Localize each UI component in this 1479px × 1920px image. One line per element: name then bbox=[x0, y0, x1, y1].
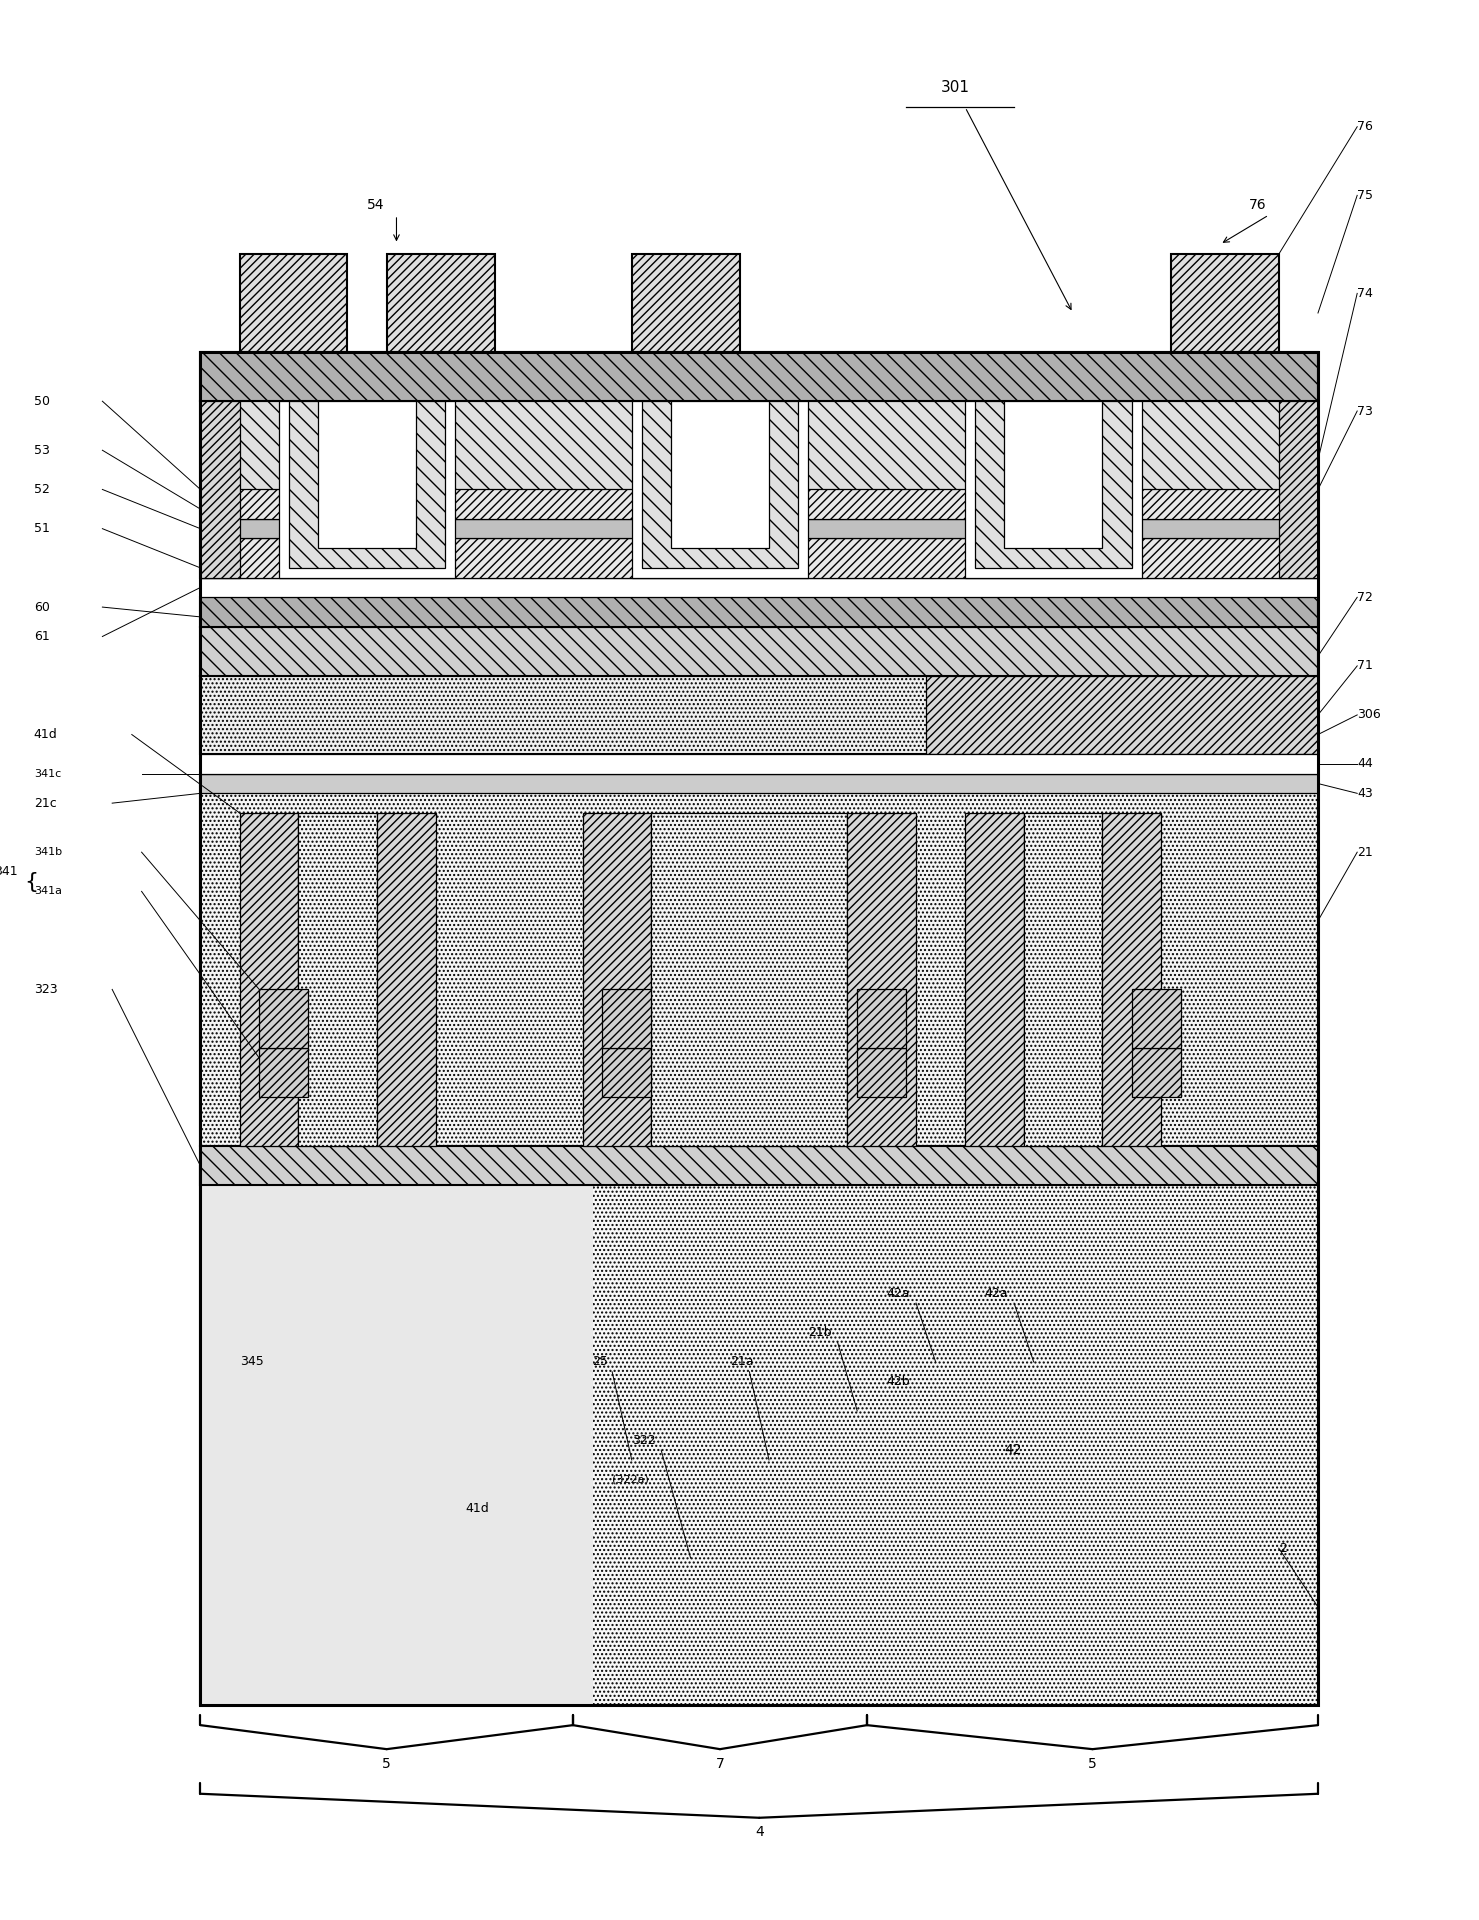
Bar bbox=[632, 401, 808, 578]
Bar bbox=[259, 1048, 308, 1096]
Bar bbox=[632, 253, 740, 351]
Text: 42a: 42a bbox=[886, 1286, 910, 1300]
Text: 60: 60 bbox=[34, 601, 50, 614]
Bar bbox=[1004, 401, 1102, 549]
Bar bbox=[201, 626, 1318, 676]
Text: (322a): (322a) bbox=[612, 1475, 649, 1484]
Bar bbox=[201, 1165, 593, 1705]
Text: {: { bbox=[24, 872, 38, 891]
Text: 52: 52 bbox=[34, 484, 50, 495]
Bar bbox=[201, 518, 1318, 538]
Bar bbox=[642, 401, 799, 568]
Bar bbox=[602, 1048, 651, 1096]
Text: 75: 75 bbox=[1358, 188, 1373, 202]
Text: 76: 76 bbox=[1358, 121, 1373, 132]
Text: 73: 73 bbox=[1358, 405, 1373, 417]
Bar bbox=[926, 676, 1318, 755]
Bar bbox=[1279, 401, 1318, 578]
Bar bbox=[1102, 812, 1161, 1146]
Text: 42b: 42b bbox=[886, 1375, 910, 1388]
Text: 341b: 341b bbox=[34, 847, 62, 856]
Bar bbox=[651, 812, 847, 1146]
Bar bbox=[1131, 1048, 1180, 1096]
Text: 323: 323 bbox=[34, 983, 58, 996]
Bar bbox=[201, 676, 1318, 755]
Bar bbox=[583, 812, 651, 1146]
Bar bbox=[201, 538, 1318, 578]
Text: 44: 44 bbox=[1358, 756, 1373, 770]
Bar bbox=[240, 812, 299, 1146]
Bar bbox=[1171, 253, 1279, 351]
Text: 21: 21 bbox=[1358, 845, 1373, 858]
Text: 74: 74 bbox=[1358, 286, 1373, 300]
Bar bbox=[201, 401, 240, 578]
Text: 42a: 42a bbox=[985, 1286, 1009, 1300]
Text: 7: 7 bbox=[716, 1757, 725, 1770]
Text: 4: 4 bbox=[754, 1826, 763, 1839]
Bar bbox=[288, 401, 445, 568]
Text: 306: 306 bbox=[1358, 708, 1381, 722]
Bar bbox=[1023, 812, 1102, 1146]
Bar bbox=[858, 989, 907, 1048]
Text: 53: 53 bbox=[34, 444, 50, 457]
Text: 21c: 21c bbox=[34, 797, 56, 810]
Text: 345: 345 bbox=[240, 1356, 263, 1369]
Text: 41d: 41d bbox=[34, 728, 58, 741]
Bar bbox=[201, 1165, 593, 1705]
Text: 25: 25 bbox=[593, 1356, 608, 1369]
Bar bbox=[201, 1146, 1318, 1185]
Bar bbox=[1131, 989, 1180, 1048]
Bar bbox=[299, 812, 377, 1146]
Text: 21b: 21b bbox=[808, 1327, 831, 1338]
Bar bbox=[377, 812, 436, 1146]
Text: 2: 2 bbox=[1279, 1542, 1287, 1555]
Bar bbox=[847, 812, 916, 1146]
Bar bbox=[671, 401, 769, 549]
Text: 322: 322 bbox=[632, 1434, 655, 1448]
Text: 76: 76 bbox=[1250, 198, 1268, 211]
Bar bbox=[240, 253, 348, 351]
Text: 341a: 341a bbox=[34, 887, 62, 897]
Bar bbox=[318, 401, 416, 549]
Text: 54: 54 bbox=[367, 198, 385, 211]
Bar bbox=[201, 597, 1318, 626]
Text: 43: 43 bbox=[1358, 787, 1373, 801]
Text: 21a: 21a bbox=[729, 1356, 753, 1369]
Text: 5: 5 bbox=[382, 1757, 390, 1770]
Bar bbox=[201, 490, 1318, 518]
Bar bbox=[975, 401, 1131, 568]
Bar bbox=[259, 989, 308, 1048]
Text: 50: 50 bbox=[34, 396, 50, 407]
Text: 42: 42 bbox=[1004, 1444, 1022, 1457]
Bar bbox=[201, 1165, 1318, 1705]
Bar bbox=[201, 774, 1318, 1146]
Bar bbox=[386, 253, 494, 351]
Text: 301: 301 bbox=[941, 81, 970, 94]
Text: 71: 71 bbox=[1358, 659, 1373, 672]
Text: 341c: 341c bbox=[34, 768, 61, 780]
Bar bbox=[280, 401, 456, 578]
Text: 72: 72 bbox=[1358, 591, 1373, 603]
Bar bbox=[201, 755, 1318, 774]
Bar bbox=[858, 1048, 907, 1096]
Text: 5: 5 bbox=[1089, 1757, 1097, 1770]
Text: 41d: 41d bbox=[464, 1503, 490, 1515]
Bar bbox=[201, 351, 1318, 401]
Bar bbox=[201, 578, 1318, 597]
Text: 341: 341 bbox=[0, 866, 18, 877]
Bar bbox=[966, 401, 1142, 578]
Bar bbox=[201, 401, 1318, 578]
Bar bbox=[201, 774, 1318, 793]
Text: 51: 51 bbox=[34, 522, 50, 536]
Bar bbox=[201, 351, 1318, 1705]
Text: 61: 61 bbox=[34, 630, 49, 643]
Bar bbox=[966, 812, 1023, 1146]
Bar bbox=[602, 989, 651, 1048]
